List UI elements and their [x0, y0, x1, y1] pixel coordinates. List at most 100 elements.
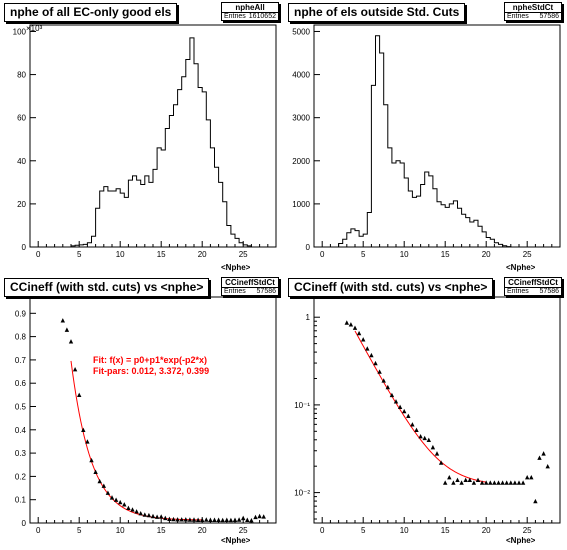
y-tick-label: 40 — [17, 157, 26, 166]
fit-curve — [355, 331, 486, 482]
data-point — [496, 480, 500, 484]
stats-entries-value: 57586 — [540, 13, 559, 20]
pad-bottom-left: 0 5 10 15 20 25 0 0.1 0.2 0.3 0.4 0.5 0.6 0.7 0.8 0.9 C… — [0, 275, 283, 550]
data-point — [533, 499, 537, 503]
stats-entries-value: 57586 — [257, 288, 276, 295]
data-point — [130, 507, 134, 511]
data-point — [423, 436, 427, 440]
data-point — [253, 515, 257, 519]
x-tick-label: 10 — [116, 250, 125, 259]
y-tick-label: 0 — [22, 519, 27, 528]
stats-entries-label: Entries — [224, 288, 246, 295]
data-point — [155, 515, 159, 519]
data-point — [418, 434, 422, 438]
x-tick-label: 0 — [36, 526, 41, 535]
data-point — [464, 478, 468, 482]
stats-name: npheAll — [222, 3, 278, 13]
data-point — [406, 414, 410, 418]
x-tick-label: 15 — [441, 250, 450, 259]
data-point — [373, 361, 377, 365]
y-tick-label: 80 — [17, 71, 26, 80]
stats-entries-label: Entries — [507, 13, 529, 20]
data-point — [216, 518, 220, 522]
y-tick-label: 1 — [306, 313, 311, 322]
chart-title: nphe of els outside Std. Cuts — [288, 3, 465, 22]
x-tick-label: 15 — [157, 526, 166, 535]
x-tick-label: 25 — [239, 526, 248, 535]
y-tick-label: 2000 — [292, 157, 310, 166]
data-point — [151, 514, 155, 518]
data-point — [163, 516, 167, 520]
y-tick-label: 0.1 — [15, 496, 27, 505]
x-tick-label: 15 — [157, 250, 166, 259]
y-tick-label: 60 — [17, 114, 26, 123]
stats-name: npheStdCt — [505, 3, 561, 13]
data-point — [353, 325, 357, 329]
chart-title: CCineff (with std. cuts) vs <nphe> — [4, 278, 209, 297]
data-point — [249, 518, 253, 522]
data-point — [525, 475, 529, 479]
y-tick-label: 1000 — [292, 200, 310, 209]
data-point — [431, 445, 435, 449]
data-point — [208, 518, 212, 522]
data-point — [118, 500, 122, 504]
pad-top-right: 0 5 10 15 20 25 0 1000 2000 3000 4000 5000 nphe of … — [284, 0, 567, 275]
data-point — [241, 516, 245, 520]
fit-curve — [71, 361, 202, 520]
data-point — [262, 514, 266, 518]
x-axis-label: <Nphe> — [221, 263, 250, 272]
stats-box: CCineffStdCt Entries 57586 — [221, 277, 279, 296]
data-point — [81, 428, 85, 432]
data-point — [455, 478, 459, 482]
data-point — [451, 480, 455, 484]
data-point — [77, 393, 81, 397]
data-point — [546, 464, 550, 468]
x-axis-label: <Nphe> — [221, 536, 250, 545]
data-point — [484, 480, 488, 484]
x-tick-label: 25 — [523, 526, 532, 535]
data-point — [221, 518, 225, 522]
stats-entries-label: Entries — [507, 288, 529, 295]
data-point — [159, 514, 163, 518]
plot-frame — [314, 25, 560, 247]
data-point — [139, 511, 143, 515]
fit-annotation: Fit: f(x) = p0+p1*exp(-p2*x) Fit-pars: 0… — [93, 355, 209, 377]
data-point — [447, 475, 451, 479]
x-tick-label: 5 — [361, 250, 366, 259]
stats-box: CCineffStdCt Entries 57586 — [504, 277, 562, 296]
y-tick-label: 10⁻¹ — [294, 401, 310, 410]
data-point — [361, 337, 365, 341]
data-point — [435, 451, 439, 455]
x-tick-label: 5 — [77, 250, 82, 259]
y-tick-label: 0.7 — [15, 356, 27, 365]
x-axis-label: <Nphe> — [506, 536, 535, 545]
data-point — [143, 512, 147, 516]
data-point — [69, 339, 73, 343]
histogram-nphestdct: 0 5 10 15 20 25 0 1000 2000 3000 4000 5000 — [284, 0, 567, 275]
x-tick-label: 0 — [320, 250, 325, 259]
x-axis-label: <Nphe> — [506, 263, 535, 272]
y-tick-label: 20 — [17, 200, 26, 209]
x-tick-label: 10 — [116, 526, 125, 535]
plot-frame — [314, 297, 560, 523]
stats-box: npheStdCt Entries 57586 — [504, 2, 562, 21]
x-tick-label: 10 — [400, 250, 409, 259]
y-tick-label: 5000 — [292, 27, 310, 36]
stats-entries-label: Entries — [224, 13, 246, 20]
data-point — [114, 498, 118, 502]
histogram-npheall: 0 5 10 15 20 25 0 20 40 60 80 100 — [0, 0, 283, 275]
y-tick-label: 0.2 — [15, 472, 27, 481]
y-axis-exponent: ×10³ — [26, 24, 42, 33]
y-tick-label: 10⁻² — [294, 489, 310, 498]
x-tick-label: 20 — [198, 250, 207, 259]
data-point — [245, 518, 249, 522]
pad-bottom-right: 0 5 10 15 20 25 10⁻² 10⁻¹ 1 CCineff (with std. c… — [284, 275, 567, 550]
plot-frame — [30, 25, 276, 247]
data-point — [521, 480, 525, 484]
histogram-line — [339, 36, 511, 247]
data-point — [443, 480, 447, 484]
data-point — [147, 513, 151, 517]
data-point — [488, 480, 492, 484]
stats-name: CCineffStdCt — [505, 278, 561, 288]
x-tick-label: 25 — [239, 250, 248, 259]
